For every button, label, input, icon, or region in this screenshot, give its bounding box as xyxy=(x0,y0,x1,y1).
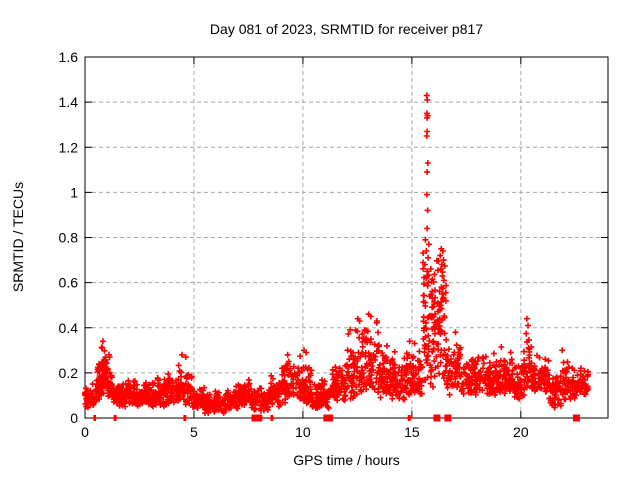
svg-text:0.8: 0.8 xyxy=(59,230,79,246)
data-points xyxy=(82,92,592,421)
y-tick-labels: 0 0.2 0.4 0.6 0.8 1 1.2 1.4 1.6 xyxy=(59,49,79,426)
plot-frame xyxy=(84,56,609,419)
svg-text:1.4: 1.4 xyxy=(59,94,79,110)
svg-text:5: 5 xyxy=(190,424,198,440)
svg-text:0.2: 0.2 xyxy=(59,365,79,381)
svg-text:0: 0 xyxy=(81,424,89,440)
chart-title: Day 081 of 2023, SRMTID for receiver p81… xyxy=(209,21,484,37)
svg-text:1.6: 1.6 xyxy=(59,49,79,65)
x-tick-labels: 0 5 10 15 20 xyxy=(81,424,529,440)
svg-text:15: 15 xyxy=(404,424,420,440)
svg-text:0.4: 0.4 xyxy=(59,320,79,336)
zero-square-markers xyxy=(251,414,580,422)
svg-text:0: 0 xyxy=(70,410,78,426)
svg-text:20: 20 xyxy=(513,424,529,440)
x-axis-label: GPS time / hours xyxy=(293,452,400,468)
svg-text:10: 10 xyxy=(295,424,311,440)
svg-text:0.6: 0.6 xyxy=(59,275,79,291)
svg-text:1: 1 xyxy=(70,184,78,200)
svg-text:1.2: 1.2 xyxy=(59,139,79,155)
